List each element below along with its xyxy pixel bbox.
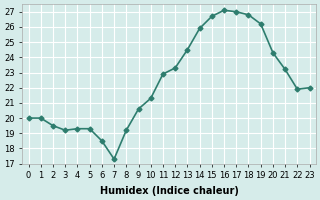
X-axis label: Humidex (Indice chaleur): Humidex (Indice chaleur) bbox=[100, 186, 238, 196]
